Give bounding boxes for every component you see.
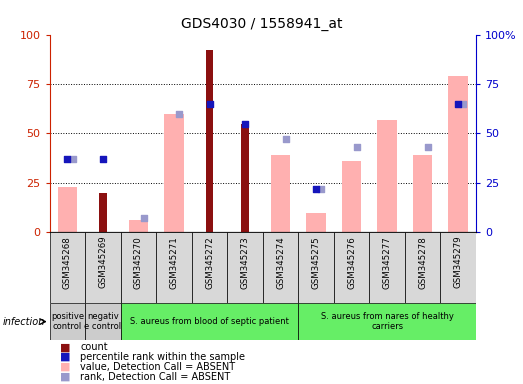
Bar bbox=[121, 303, 298, 340]
Point bbox=[424, 144, 432, 151]
Bar bbox=[342, 161, 361, 232]
Text: GSM345274: GSM345274 bbox=[276, 236, 285, 289]
Bar bbox=[298, 303, 476, 340]
Bar bbox=[164, 114, 184, 232]
Text: S. aureus from nares of healthy
carriers: S. aureus from nares of healthy carriers bbox=[321, 312, 453, 331]
Text: GSM345268: GSM345268 bbox=[63, 236, 72, 289]
Bar bbox=[440, 232, 476, 303]
Bar bbox=[50, 232, 85, 303]
Text: ■: ■ bbox=[60, 352, 71, 362]
Text: GDS4030 / 1558941_at: GDS4030 / 1558941_at bbox=[181, 17, 342, 31]
Text: GSM345269: GSM345269 bbox=[98, 236, 107, 288]
Point bbox=[241, 121, 249, 127]
Text: negativ
e control: negativ e control bbox=[84, 312, 121, 331]
Bar bbox=[298, 232, 334, 303]
Point bbox=[69, 156, 77, 162]
Text: ■: ■ bbox=[60, 342, 71, 352]
Bar bbox=[99, 193, 107, 232]
Bar bbox=[121, 232, 156, 303]
Point bbox=[206, 101, 214, 107]
Bar bbox=[58, 187, 77, 232]
Text: GSM345272: GSM345272 bbox=[205, 236, 214, 289]
Text: GSM345279: GSM345279 bbox=[453, 236, 463, 288]
Point bbox=[353, 144, 361, 151]
Bar bbox=[192, 232, 228, 303]
Bar bbox=[85, 303, 121, 340]
Point bbox=[317, 186, 326, 192]
Text: ■: ■ bbox=[60, 372, 71, 382]
Bar bbox=[228, 232, 263, 303]
Text: GSM345276: GSM345276 bbox=[347, 236, 356, 289]
Text: count: count bbox=[80, 342, 108, 352]
Text: infection: infection bbox=[3, 316, 45, 327]
Point bbox=[63, 156, 72, 162]
Text: S. aureus from blood of septic patient: S. aureus from blood of septic patient bbox=[130, 317, 289, 326]
Text: value, Detection Call = ABSENT: value, Detection Call = ABSENT bbox=[80, 362, 235, 372]
Bar bbox=[306, 213, 326, 232]
Point bbox=[282, 136, 290, 142]
Point bbox=[312, 186, 320, 192]
Text: GSM345275: GSM345275 bbox=[312, 236, 321, 289]
Bar bbox=[369, 232, 405, 303]
Point bbox=[459, 101, 468, 107]
Bar bbox=[156, 232, 192, 303]
Bar bbox=[334, 232, 369, 303]
Text: GSM345271: GSM345271 bbox=[169, 236, 178, 289]
Bar bbox=[448, 76, 468, 232]
Text: rank, Detection Call = ABSENT: rank, Detection Call = ABSENT bbox=[80, 372, 230, 382]
Point bbox=[454, 101, 462, 107]
Bar bbox=[50, 303, 85, 340]
Bar bbox=[405, 232, 440, 303]
Point bbox=[175, 111, 184, 117]
Bar bbox=[378, 119, 397, 232]
Bar bbox=[413, 155, 433, 232]
Text: GSM345270: GSM345270 bbox=[134, 236, 143, 289]
Point bbox=[99, 156, 107, 162]
Bar bbox=[206, 50, 213, 232]
Text: percentile rank within the sample: percentile rank within the sample bbox=[80, 352, 245, 362]
Text: positive
control: positive control bbox=[51, 312, 84, 331]
Text: GSM345273: GSM345273 bbox=[241, 236, 249, 289]
Bar bbox=[129, 220, 148, 232]
Bar bbox=[85, 232, 121, 303]
Bar bbox=[263, 232, 298, 303]
Text: GSM345277: GSM345277 bbox=[383, 236, 392, 289]
Point bbox=[140, 215, 148, 222]
Text: ■: ■ bbox=[60, 362, 71, 372]
Text: GSM345278: GSM345278 bbox=[418, 236, 427, 289]
Bar bbox=[271, 155, 290, 232]
Bar bbox=[241, 124, 249, 232]
